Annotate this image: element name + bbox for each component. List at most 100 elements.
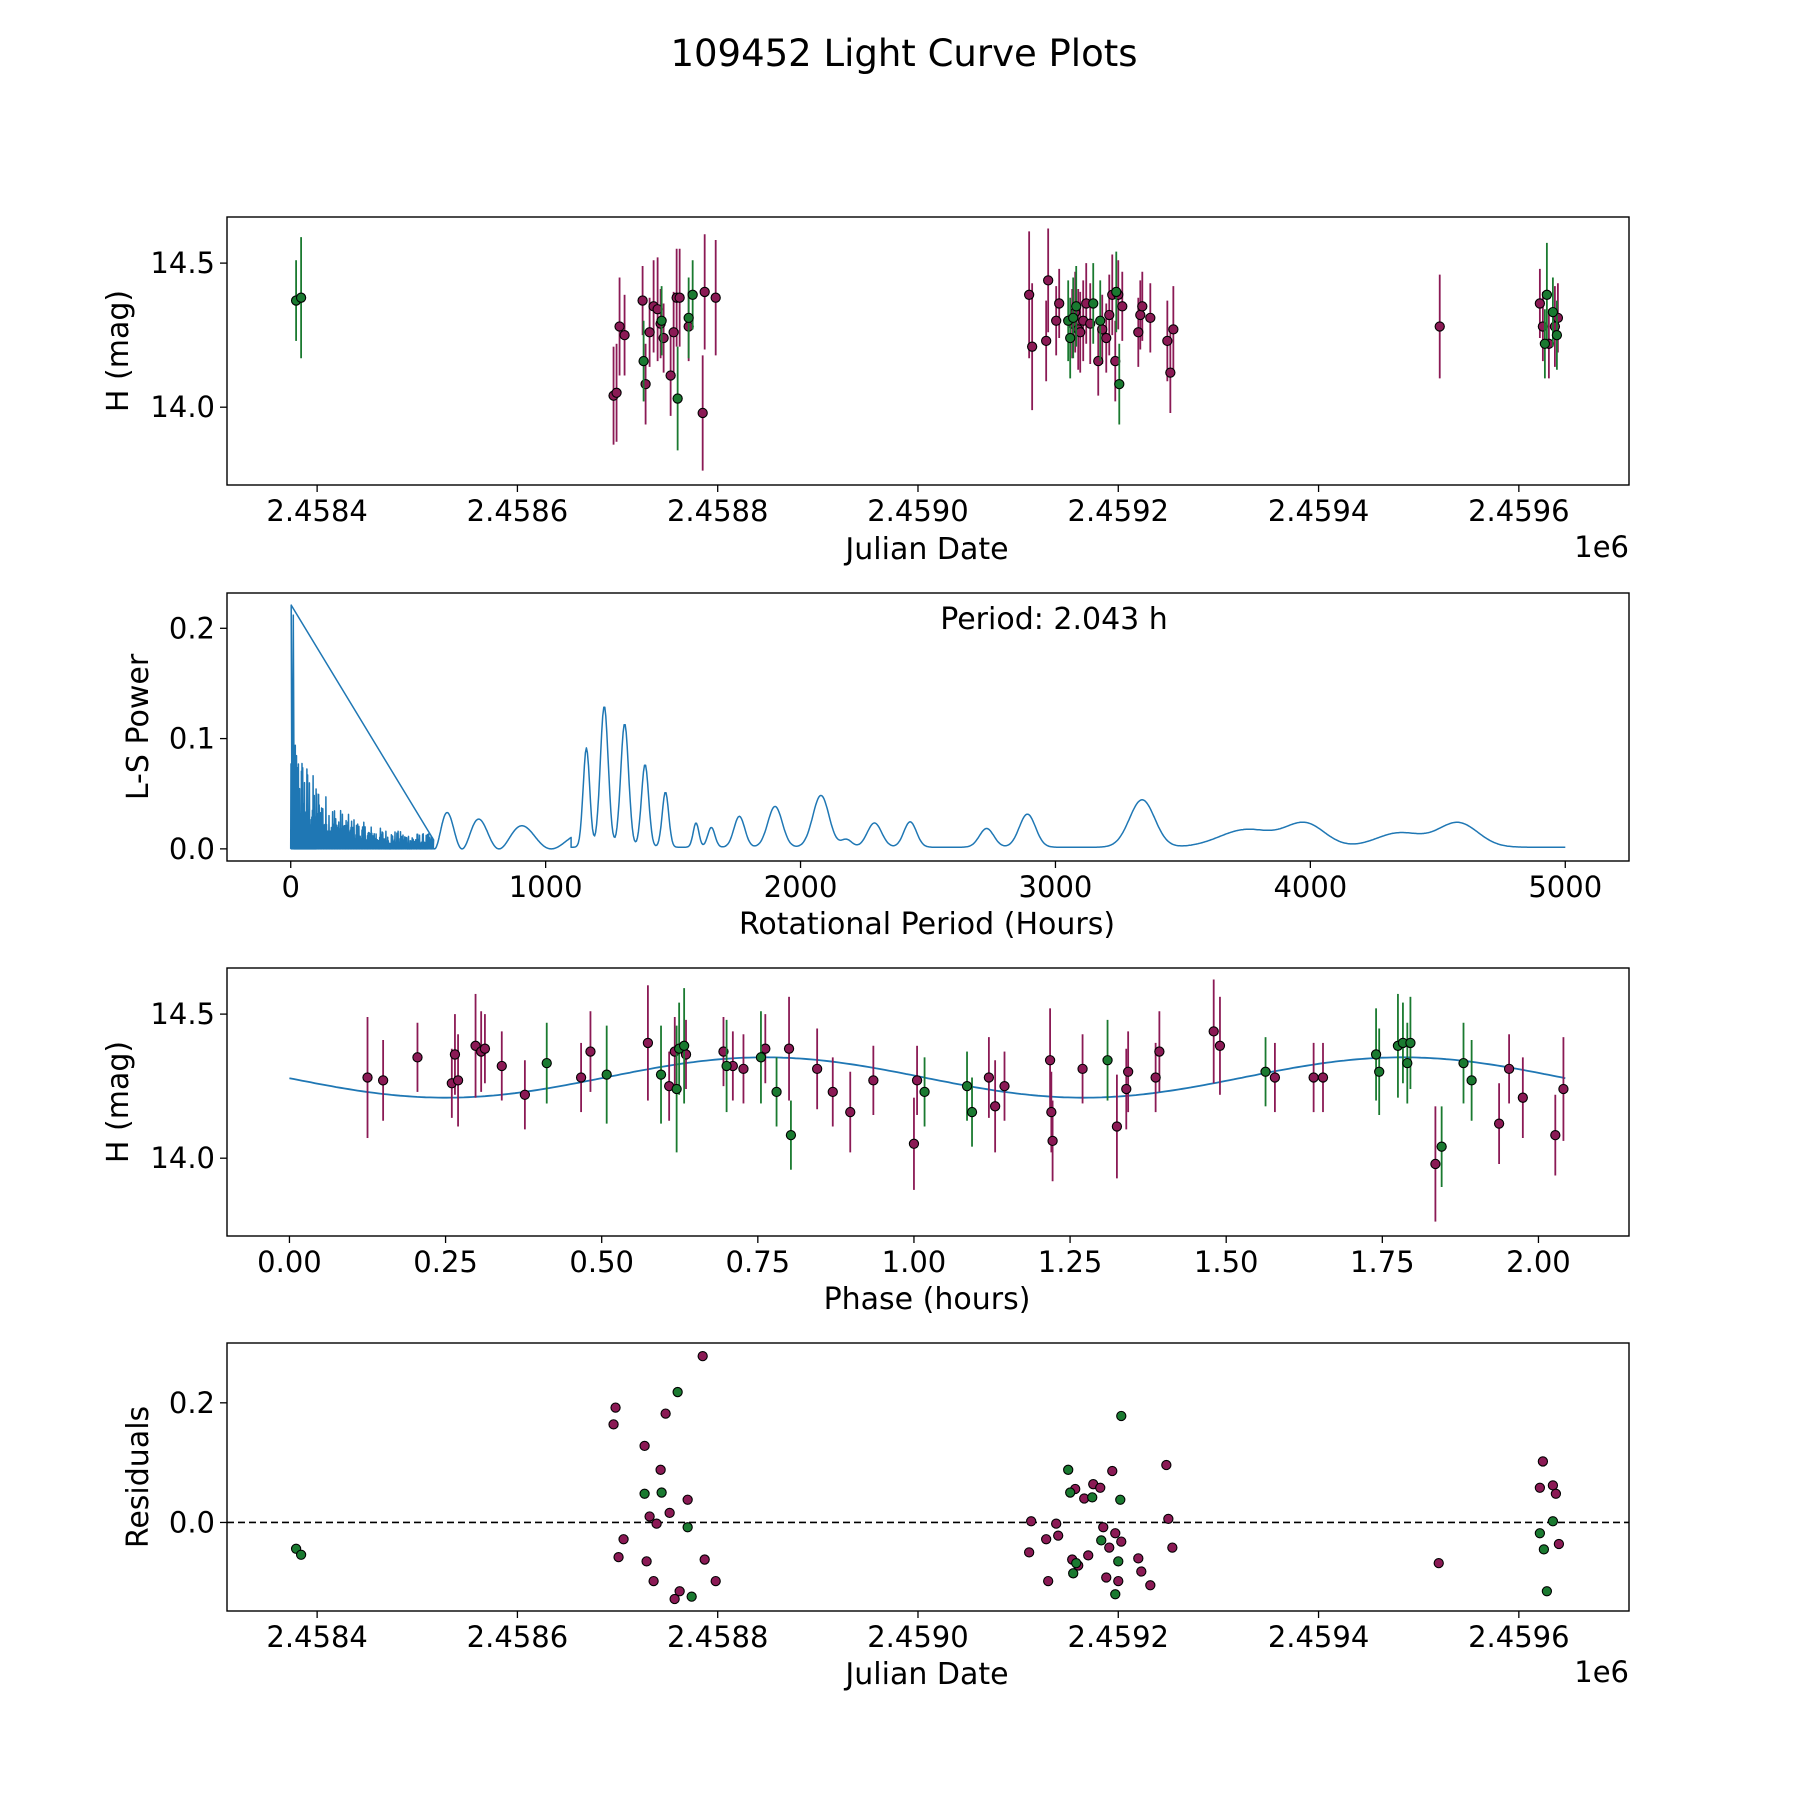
- light-curve-xtick-label: 2.4588: [667, 494, 768, 528]
- light-curve-point-filter-a: [1434, 321, 1445, 332]
- phase-folded-point-filter-b: [966, 1106, 978, 1118]
- residuals-point-filter-a: [1101, 1572, 1112, 1583]
- phase-folded-point-filter-a: [827, 1086, 838, 1098]
- light-curve-xtick-label: 2.4590: [867, 494, 968, 528]
- residuals-point-filter-a: [1107, 1465, 1118, 1477]
- light-curve-point-filter-b: [1065, 332, 1076, 344]
- light-curve-ticks: 2.4584 2.4586 2.4588 2.4590 2.4592 2.4594 2.45…: [150, 246, 1569, 528]
- light-curve-point-filter-a: [1137, 301, 1148, 312]
- light-curve-point-filter-a: [1168, 324, 1179, 335]
- residuals-point-filter-a: [1433, 1557, 1444, 1569]
- light-curve-ylabel: H (mag): [101, 290, 136, 412]
- phase-folded-point-filter-a: [642, 1037, 654, 1049]
- phase-folded-xtick-label: 2.00: [1506, 1245, 1571, 1279]
- phase-folded-point-filter-a: [1121, 1083, 1132, 1095]
- periodogram-xlabel: Rotational Period (Hours): [739, 907, 1115, 942]
- light-curve-point-filter-a: [640, 378, 651, 390]
- residuals-point-filter-b: [1065, 1487, 1076, 1498]
- phase-folded-point-filter-a: [1044, 1055, 1056, 1066]
- phase-folded-point-filter-a: [1550, 1129, 1561, 1141]
- phase-folded-point-filter-b: [1370, 1049, 1382, 1060]
- light-curve-panel: 2.4584 2.4586 2.4588 2.4590 2.4592 2.4594 2.45…: [101, 216, 1630, 567]
- light-curve-xtick-label: 2.4596: [1468, 494, 1569, 528]
- phase-folded-point-filter-a: [1269, 1072, 1281, 1083]
- phase-folded-xtick-label: 1.75: [1350, 1245, 1415, 1279]
- phase-folded-point-filter-b: [1466, 1075, 1477, 1086]
- light-curve-xtick-label: 2.4586: [467, 494, 568, 528]
- residuals-point-filter-a: [1110, 1528, 1121, 1539]
- phase-folded-point-filter-a: [1123, 1066, 1134, 1077]
- residuals-ytick-label: 0.0: [169, 1505, 215, 1539]
- light-curve-point-filter-a: [1043, 275, 1054, 286]
- phase-folded-ylabel: H (mag): [101, 1041, 136, 1163]
- light-curve-point-filter-a: [1097, 324, 1108, 335]
- residuals-point-filter-a: [1537, 1456, 1549, 1467]
- light-curve-xtick-label: 2.4584: [266, 494, 367, 528]
- phase-folded-point-filter-a: [1077, 1063, 1088, 1075]
- phase-folded-point-filter-b: [541, 1057, 552, 1069]
- light-curve-point-filter-a: [1534, 298, 1546, 309]
- phase-folded-point-filter-a: [1208, 1026, 1219, 1037]
- phase-folded-point-filter-b: [678, 1040, 690, 1051]
- phase-folded-point-filter-a: [1517, 1092, 1528, 1103]
- light-curve-point-filter-a: [614, 321, 625, 332]
- periodogram-xtick-label: 1000: [509, 870, 583, 904]
- light-curve-ytick-label: 14.5: [150, 246, 215, 280]
- light-curve-point-filter-b: [295, 292, 307, 303]
- light-curve-point-filter-a: [1054, 298, 1065, 309]
- phase-folded-ytick-label: 14.0: [150, 1141, 215, 1175]
- residuals-point-filter-a: [1025, 1516, 1037, 1527]
- light-curve-point-filter-a: [710, 292, 721, 303]
- light-curve-point-filter-a: [611, 387, 622, 398]
- phase-folded-point-filter-a: [412, 1052, 423, 1063]
- light-curve-point-filter-b: [1551, 330, 1563, 341]
- residuals-point-filter-a: [1116, 1536, 1127, 1547]
- light-curve-point-filter-b: [1095, 315, 1106, 326]
- phase-folded-point-filter-a: [519, 1089, 531, 1100]
- phase-folded-point-filter-a: [1046, 1106, 1057, 1118]
- residuals-point-filter-a: [699, 1554, 710, 1565]
- phase-folded-point-filter-a: [377, 1075, 389, 1086]
- periodogram-xtick-label: 4000: [1273, 870, 1347, 904]
- residuals-point-filter-a: [1136, 1566, 1147, 1577]
- phase-folded-xlabel: Phase (hours): [824, 1282, 1031, 1317]
- periodogram-axes-frame: [226, 592, 1630, 862]
- phase-folded-xtick-label: 0.50: [569, 1245, 634, 1279]
- phase-folded-point-filter-a: [1154, 1046, 1165, 1057]
- phase-folded-xtick-label: 1.00: [882, 1245, 947, 1279]
- phase-folded-point-filter-a: [449, 1049, 461, 1060]
- residuals-point-filter-a: [655, 1464, 666, 1475]
- light-curve-point-filter-a: [1117, 301, 1128, 312]
- phase-folded-point-filter-b: [601, 1069, 612, 1080]
- phase-folded-axes-frame: [226, 967, 1630, 1237]
- residuals-axes-frame: [226, 1342, 1630, 1612]
- phase-folded-point-filter-a: [911, 1075, 923, 1086]
- residuals-point-filter-a: [651, 1518, 662, 1529]
- phase-folded-point-filter-b: [755, 1052, 767, 1063]
- residuals-point-filter-b: [1115, 1494, 1126, 1505]
- residuals-point-filter-a: [1167, 1542, 1178, 1553]
- light-curve-xlabel: Julian Date: [843, 532, 1008, 567]
- phase-folded-point-filter-a: [575, 1072, 587, 1083]
- light-curve-point-filter-b: [1068, 312, 1079, 324]
- light-curve-xtick-label: 2.4594: [1268, 494, 1369, 528]
- phase-folded-point-filter-a: [1503, 1063, 1515, 1075]
- residuals-point-filter-b: [1547, 1516, 1559, 1527]
- residuals-xtick-label: 2.4596: [1468, 1620, 1569, 1654]
- residuals-point-filter-a: [1534, 1482, 1546, 1493]
- phase-folded-point-filter-b: [919, 1086, 930, 1098]
- phase-folded-point-filter-a: [1558, 1083, 1569, 1095]
- phase-folded-point-filter-a: [812, 1063, 823, 1075]
- light-curve-point-filter-a: [1026, 341, 1038, 352]
- residuals-point-filter-b: [1087, 1492, 1098, 1503]
- residuals-ylabel: Residuals: [121, 1406, 156, 1548]
- residuals-marks: [227, 1351, 1629, 1605]
- light-curve-point-filter-b: [1547, 306, 1559, 318]
- phase-folded-point-filter-a: [845, 1106, 856, 1118]
- phase-folded-point-filter-b: [1260, 1066, 1271, 1077]
- light-curve-point-filter-b: [1541, 289, 1553, 300]
- light-curve-point-filter-b: [1114, 378, 1125, 390]
- phase-folded-point-filter-b: [1436, 1141, 1447, 1152]
- light-curve-point-filter-a: [699, 286, 710, 298]
